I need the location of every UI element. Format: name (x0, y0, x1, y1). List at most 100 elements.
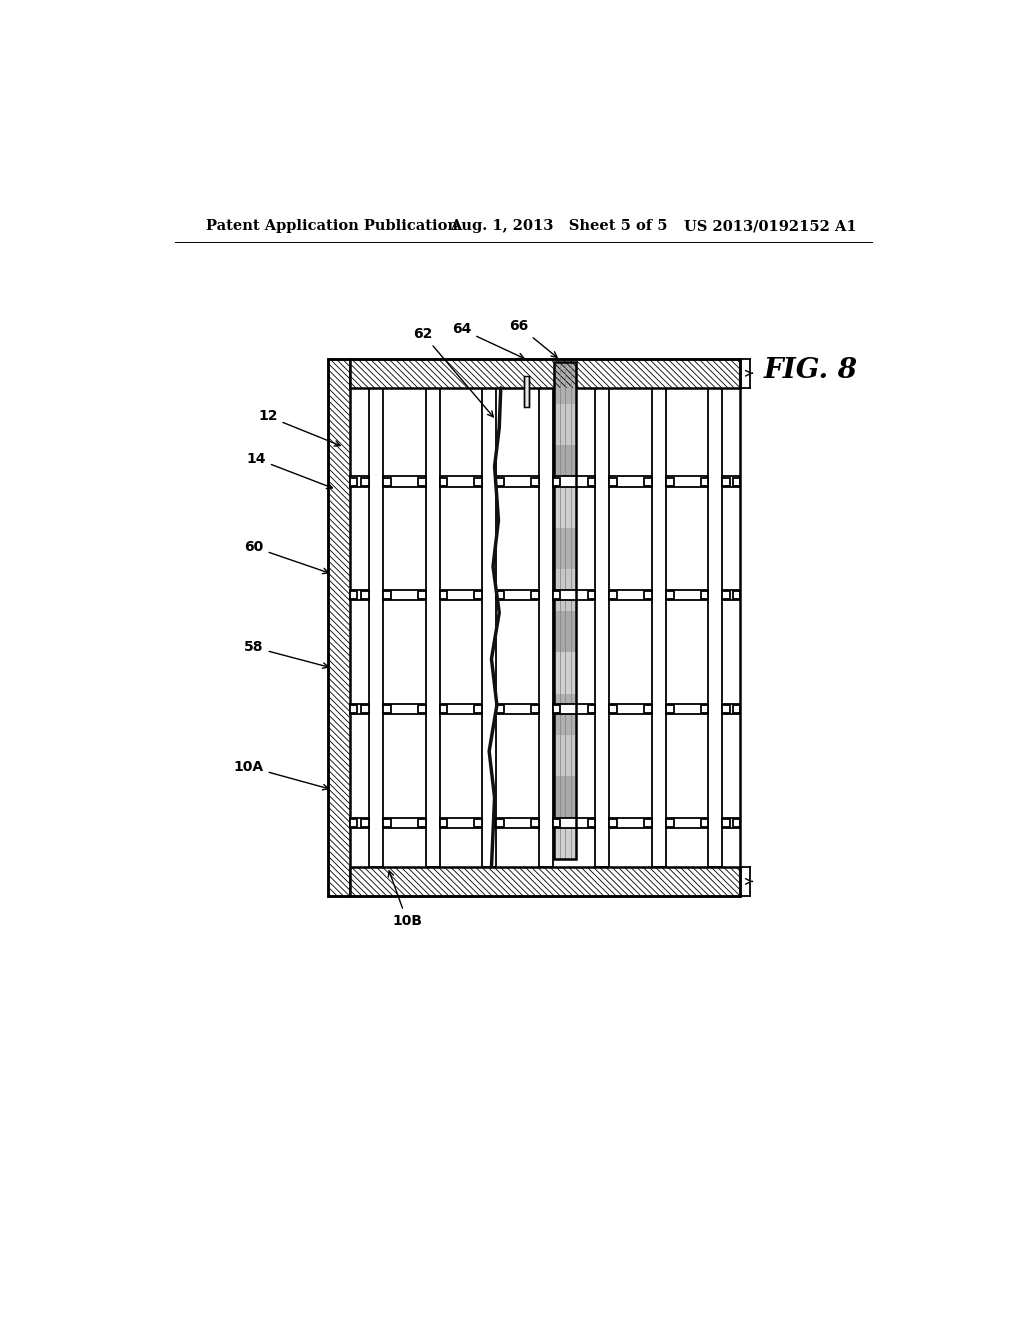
Bar (418, 818, 426, 826)
Bar (609, 705, 617, 713)
Bar (666, 705, 674, 713)
Bar (439, 478, 447, 486)
Bar (732, 591, 740, 599)
Bar (609, 478, 617, 486)
Bar (609, 817, 652, 829)
Bar (496, 591, 504, 599)
Bar (439, 477, 482, 487)
Bar (383, 704, 426, 714)
Bar (554, 817, 575, 859)
Bar (439, 817, 482, 829)
Bar (496, 705, 504, 713)
Bar (418, 591, 426, 599)
Bar (524, 376, 528, 407)
Bar (644, 478, 652, 486)
Bar (439, 705, 447, 713)
Bar (554, 487, 575, 528)
Bar (474, 591, 482, 599)
Text: 58: 58 (244, 640, 329, 668)
Bar (588, 705, 595, 713)
Bar (554, 363, 575, 404)
Bar (722, 818, 730, 826)
Bar (732, 705, 740, 713)
Bar (609, 590, 652, 601)
Bar (644, 818, 652, 826)
Bar (496, 704, 539, 714)
Bar (531, 478, 539, 486)
Bar (609, 818, 617, 826)
Bar (349, 705, 357, 713)
Bar (361, 478, 369, 486)
Bar (666, 591, 674, 599)
Bar (418, 705, 426, 713)
Bar (349, 818, 357, 826)
Bar (609, 591, 617, 599)
Bar (553, 705, 560, 713)
Text: 10B: 10B (388, 871, 422, 928)
Bar (700, 705, 709, 713)
Bar (700, 818, 709, 826)
Bar (722, 590, 740, 601)
Bar (383, 591, 391, 599)
Bar (496, 478, 504, 486)
Bar (496, 590, 539, 601)
Bar (554, 735, 575, 776)
Bar (496, 817, 539, 829)
Bar (439, 590, 482, 601)
Text: Patent Application Publication: Patent Application Publication (206, 219, 458, 234)
Text: 10A: 10A (233, 760, 329, 789)
Text: FIG. 8: FIG. 8 (764, 356, 857, 384)
Bar (588, 478, 595, 486)
Bar (553, 590, 595, 601)
Bar (531, 591, 539, 599)
Bar (652, 388, 666, 867)
Bar (383, 590, 426, 601)
Bar (531, 818, 539, 826)
Bar (554, 404, 575, 445)
Bar (539, 388, 553, 867)
Bar (722, 705, 730, 713)
Bar (349, 817, 369, 829)
Bar (609, 477, 652, 487)
Text: 66: 66 (509, 319, 557, 358)
Bar (666, 590, 709, 601)
Bar (722, 704, 740, 714)
Bar (553, 477, 595, 487)
Bar (349, 867, 740, 896)
Bar (418, 478, 426, 486)
Bar (383, 817, 426, 829)
Bar (349, 359, 740, 388)
Bar (349, 704, 369, 714)
Bar (700, 478, 709, 486)
Text: US 2013/0192152 A1: US 2013/0192152 A1 (684, 219, 857, 234)
Bar (349, 477, 369, 487)
Bar (328, 359, 349, 896)
Bar (361, 818, 369, 826)
Bar (666, 478, 674, 486)
Bar (554, 611, 575, 652)
Bar (709, 388, 722, 867)
Bar (554, 693, 575, 735)
Bar (439, 704, 482, 714)
Text: 12: 12 (258, 409, 340, 446)
Text: 62: 62 (414, 327, 494, 417)
Bar (383, 705, 391, 713)
Bar (553, 817, 595, 829)
Bar (439, 591, 447, 599)
Bar (474, 705, 482, 713)
Text: Aug. 1, 2013   Sheet 5 of 5: Aug. 1, 2013 Sheet 5 of 5 (450, 219, 667, 234)
Bar (383, 478, 391, 486)
Bar (666, 818, 674, 826)
Bar (722, 478, 730, 486)
Bar (553, 591, 560, 599)
Bar (666, 477, 709, 487)
Bar (700, 591, 709, 599)
Text: 64: 64 (452, 322, 524, 359)
Bar (554, 528, 575, 569)
Bar (644, 705, 652, 713)
Bar (474, 478, 482, 486)
Bar (496, 477, 539, 487)
Bar (361, 591, 369, 599)
Bar (666, 817, 709, 829)
Bar (531, 705, 539, 713)
